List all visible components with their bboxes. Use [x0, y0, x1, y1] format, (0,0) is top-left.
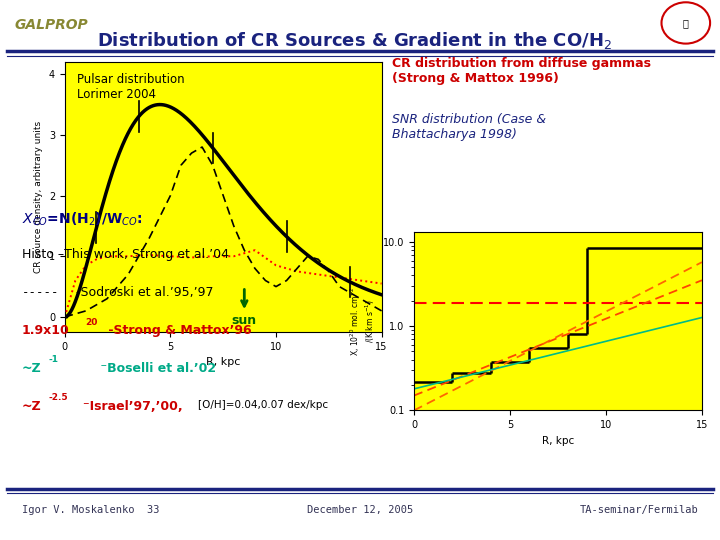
Text: GALPROP: GALPROP [14, 18, 88, 32]
Text: sun: sun [232, 314, 257, 327]
Text: [O/H]=0.04,0.07 dex/kpc: [O/H]=0.04,0.07 dex/kpc [198, 400, 328, 410]
Text: 🌲: 🌲 [683, 18, 689, 28]
Text: TA-seminar/Fermilab: TA-seminar/Fermilab [580, 505, 698, 515]
Text: $X_{CO}$=N(H$_2$)/W$_{CO}$:: $X_{CO}$=N(H$_2$)/W$_{CO}$: [22, 211, 142, 228]
Text: SNR distribution (Case &
Bhattacharya 1998): SNR distribution (Case & Bhattacharya 19… [392, 113, 546, 141]
Text: Distribution of CR Sources & Gradient in the CO/H$_2$: Distribution of CR Sources & Gradient in… [97, 30, 612, 51]
Text: -----: ----- [22, 286, 59, 299]
Y-axis label: CR source density, arbitrary units: CR source density, arbitrary units [35, 121, 43, 273]
Text: 20: 20 [85, 318, 97, 327]
Text: -1: -1 [49, 355, 59, 364]
Text: December 12, 2005: December 12, 2005 [307, 505, 413, 515]
Text: -2.5: -2.5 [49, 393, 68, 402]
Text: CR distribution from diffuse gammas
(Strong & Mattox 1996): CR distribution from diffuse gammas (Str… [392, 57, 652, 85]
Text: ⁻Israel’97,’00,: ⁻Israel’97,’00, [83, 400, 186, 413]
Text: ~Z: ~Z [22, 400, 41, 413]
Text: 1.9x10: 1.9x10 [22, 324, 69, 337]
Text: ⁻Boselli et al.’02: ⁻Boselli et al.’02 [83, 362, 216, 375]
Text: -Strong & Mattox’96: -Strong & Mattox’96 [104, 324, 252, 337]
Text: -Sodroski et al.’95,’97: -Sodroski et al.’95,’97 [72, 286, 214, 299]
X-axis label: R, kpc: R, kpc [206, 357, 240, 367]
X-axis label: R, kpc: R, kpc [542, 436, 574, 446]
Text: Pulsar distribution
Lorimer 2004: Pulsar distribution Lorimer 2004 [78, 73, 185, 101]
Text: Histo –This work, Strong et al.’04: Histo –This work, Strong et al.’04 [22, 248, 229, 261]
Y-axis label: X, 10$^{20}$ mol. cm$^{-2}$
/(K km s$^{-1}$): X, 10$^{20}$ mol. cm$^{-2}$ /(K km s$^{-… [348, 287, 377, 356]
Text: Igor V. Moskalenko  33: Igor V. Moskalenko 33 [22, 505, 159, 515]
Text: ~Z: ~Z [22, 362, 41, 375]
